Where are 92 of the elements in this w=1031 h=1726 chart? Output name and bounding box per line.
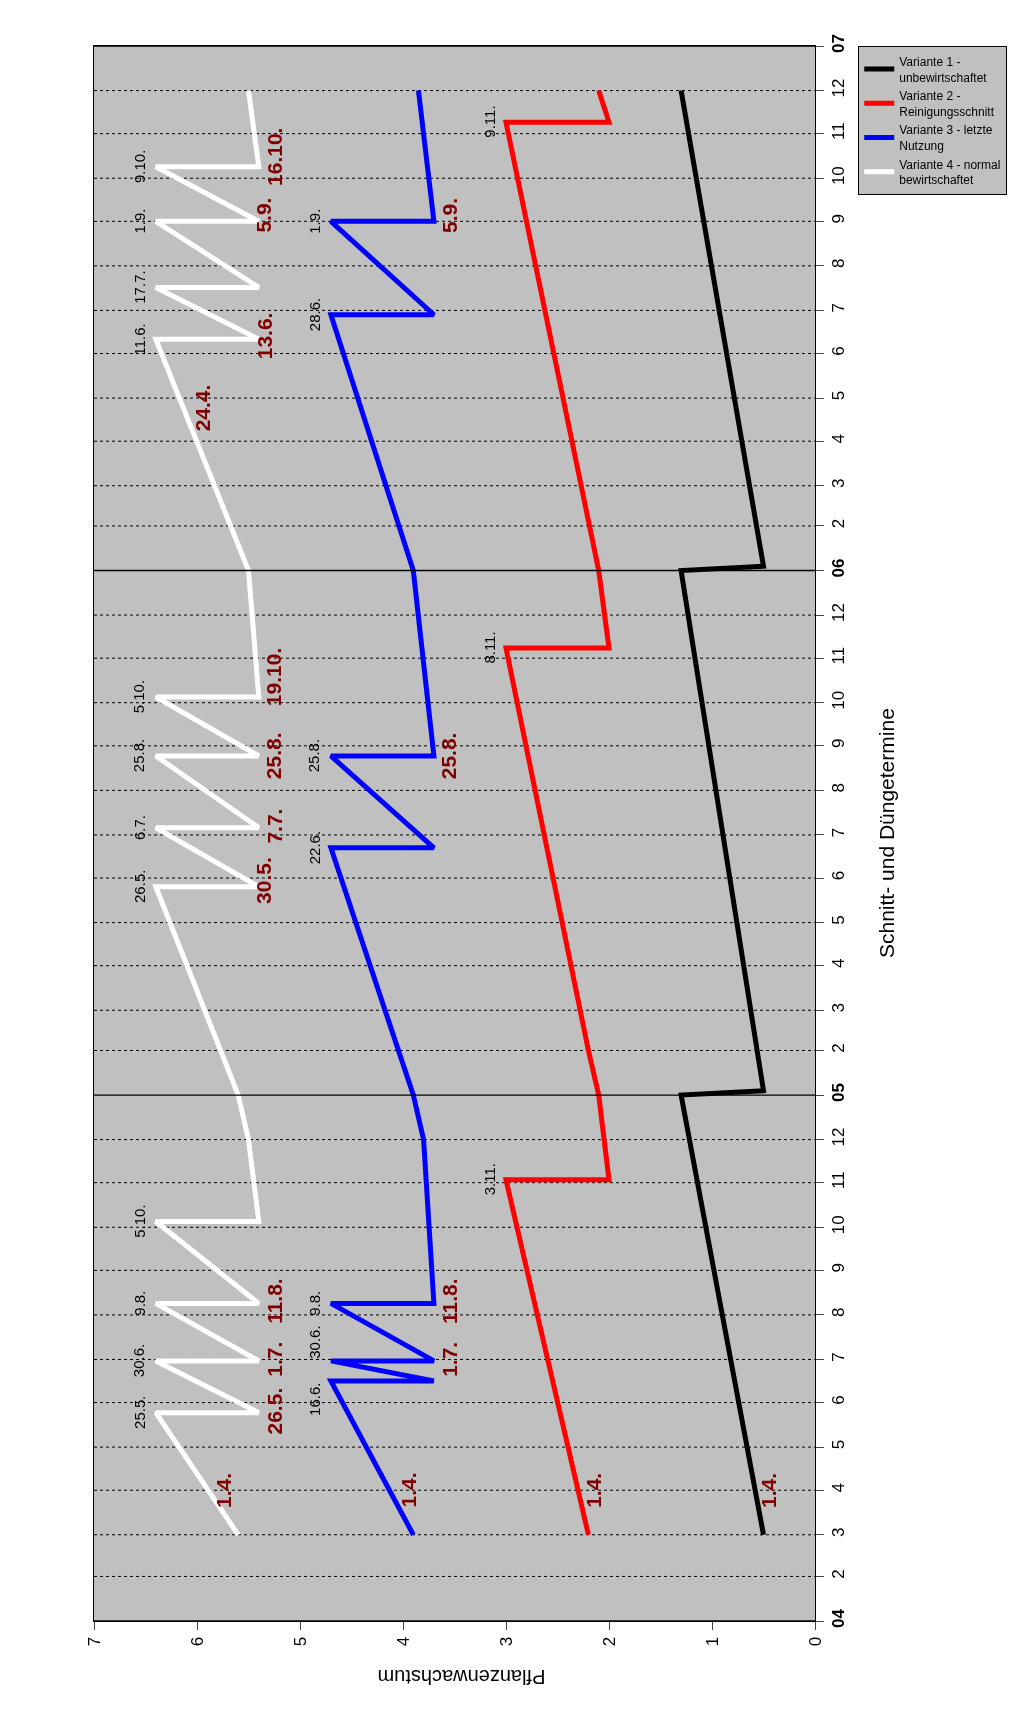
y-tick-label: 12 [829,1127,849,1147]
annotation: 11.6. [131,323,149,356]
annotation: 3.11. [480,1163,498,1196]
x-tick-label: 2 [599,1636,619,1647]
y-tick-label: 2 [829,518,849,529]
annotation: 17.7. [130,270,148,304]
y-tick-label: 07 [829,33,849,53]
annotation: 9.10. [130,149,148,184]
x-tick-label: 4 [393,1636,413,1647]
x-tick-label: 3 [496,1636,516,1647]
annotation: 25.8. [130,738,148,773]
annotation: 9.11. [481,105,499,138]
annotation: 1.7. [437,1341,461,1377]
x-tick-label: 0 [805,1636,825,1647]
x-tick-label: 7 [84,1636,104,1647]
annotation: 5.10. [130,679,148,714]
legend-label: Variante 3 - letzte Nutzung [899,123,993,153]
annotation: 1.9. [130,208,148,234]
y-tick-label: 6 [829,346,849,356]
annotation: 9.8. [130,1290,148,1316]
y-tick-label: 4 [829,958,849,968]
annotation: 26.5. [130,869,148,903]
annotation: 25.8. [262,732,286,780]
y-tick-label: 3 [829,1002,849,1013]
annotation: 16.6. [305,1382,323,1416]
y-tick-label: 4 [829,1482,849,1493]
y-tick-label: 04 [829,1608,849,1628]
y-tick-label: 11 [829,122,849,140]
y-tick-label: 7 [829,827,849,838]
legend-label: Variante 4 - normal bewirtschaftet [899,157,1001,188]
annotation: 1.9. [306,208,324,234]
y-tick-label: 3 [829,1527,849,1537]
y-tick-label: 11 [829,1171,849,1189]
annotation: 25.8. [437,732,461,780]
annotation: 26.5. [263,1387,287,1435]
annotation: 1.4. [757,1472,781,1508]
y-tick-label: 12 [829,78,849,98]
annotation: 22.6. [305,830,323,865]
annotation: 1.4. [211,1473,235,1509]
annotation: 11.8. [262,1278,286,1324]
y-tick-label: 06 [829,558,849,578]
y-tick-label: 5 [829,915,849,925]
annotation: 13.6. [252,312,276,360]
y-tick-label: 4 [829,433,849,444]
y-tick-label: 12 [829,603,849,622]
annotation: 16.10. [262,127,286,186]
annotation: 1.7. [262,1341,286,1377]
annotation: 5.10. [130,1204,148,1238]
y-tick-label: 8 [829,783,849,793]
y-tick-label: 5 [829,1439,849,1450]
y-tick-label: 5 [829,390,849,401]
y-tick-label: 10 [829,166,849,186]
legend-label: Variante 2 - Reinigungsschnitt [899,89,995,119]
annotation: 24.4. [191,384,215,432]
y-tick-label: 9 [829,214,849,224]
annotation: 7.7. [262,808,286,844]
annotation: 1.4. [396,1472,420,1508]
y-tick-label: 05 [829,1083,849,1102]
y-tick-label: 2 [829,1043,849,1053]
y-tick-label: 10 [829,1215,849,1235]
annotation: 8.11. [481,631,499,664]
x-axis-title: Pflanzenwachstum [377,1666,546,1688]
y-tick-label: 10 [829,690,849,710]
y-tick-label: 8 [829,258,849,269]
x-tick-label: 6 [187,1636,207,1647]
y-tick-label: 8 [829,1307,849,1318]
y-tick-label: 9 [829,1263,849,1273]
y-tick-label: 3 [829,478,849,488]
annotation: 11.8. [437,1278,461,1324]
y-tick-label: 11 [829,646,849,665]
annotation: 30.6. [306,1325,323,1359]
annotation: 30.6. [130,1343,148,1378]
annotation: 5.9. [252,197,276,233]
legend-label: Variante 1 - unbewirtschaftet [899,54,988,85]
annotation: 19.10. [262,647,286,707]
x-tick-label: 5 [290,1636,310,1647]
y-tick-label: 9 [829,738,849,749]
y-tick-label: 6 [829,870,849,881]
x-tick-label: 1 [702,1636,722,1647]
annotation: 6.7. [130,815,148,841]
annotation: 9.8. [305,1290,323,1316]
y-tick-label: 6 [829,1395,849,1405]
annotation: 28.6. [305,297,323,332]
y-tick-label: 2 [829,1569,849,1579]
annotation: 5.9. [437,197,461,233]
y-tick-label: 7 [829,303,849,313]
annotation: 30.5. [252,857,276,904]
annotation: 1.4. [582,1472,606,1508]
annotation: 25.5. [130,1395,148,1429]
y-axis-title: Schnitt- und Düngetermine [875,708,898,958]
annotation: 25.8. [305,738,323,773]
y-tick-label: 7 [829,1352,849,1362]
